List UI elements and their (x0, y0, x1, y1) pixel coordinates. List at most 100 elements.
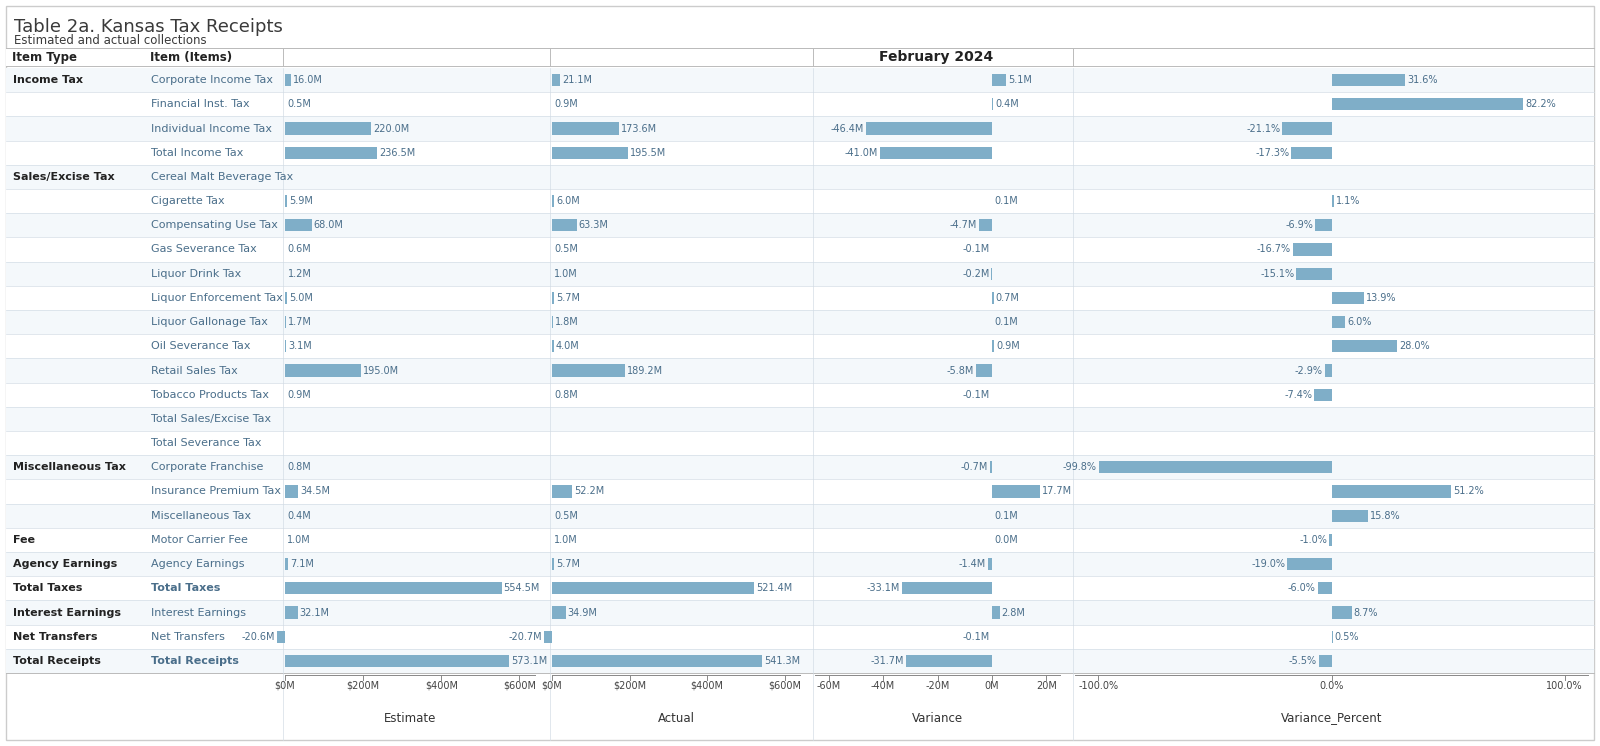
Bar (285, 365, 362, 377)
Bar (1291, 147, 1331, 159)
Text: 0.1M: 0.1M (994, 196, 1018, 206)
Bar (544, 630, 552, 643)
Text: Actual: Actual (658, 712, 694, 724)
Text: -99.8%: -99.8% (1062, 463, 1096, 472)
Text: Miscellaneous Tax: Miscellaneous Tax (13, 463, 126, 472)
Text: -40M: -40M (870, 681, 894, 691)
Bar (285, 606, 298, 618)
Bar (285, 558, 288, 570)
Bar (552, 365, 626, 377)
Text: -20.6M: -20.6M (242, 632, 275, 642)
Text: Retail Sales Tax: Retail Sales Tax (150, 366, 238, 375)
Text: 1.2M: 1.2M (288, 269, 312, 279)
Bar (1296, 268, 1331, 280)
Bar (6, 383, 1594, 407)
Bar (285, 486, 299, 498)
Text: 0.5M: 0.5M (554, 511, 578, 521)
Text: 0.0%: 0.0% (1320, 681, 1344, 691)
Bar (277, 630, 285, 643)
Text: -6.0%: -6.0% (1288, 583, 1315, 593)
Text: Income Tax: Income Tax (13, 75, 83, 85)
Bar (6, 576, 1594, 601)
Text: Total Sales/Excise Tax: Total Sales/Excise Tax (150, 414, 270, 424)
Bar (6, 649, 1594, 673)
Bar (6, 601, 1594, 624)
Text: 521.4M: 521.4M (757, 583, 792, 593)
Text: Financial Inst. Tax: Financial Inst. Tax (150, 99, 250, 110)
Bar (989, 558, 992, 570)
Bar (1314, 389, 1331, 401)
Bar (552, 558, 554, 570)
Bar (552, 606, 565, 618)
Text: Individual Income Tax: Individual Income Tax (150, 124, 272, 134)
Text: -5.5%: -5.5% (1288, 656, 1317, 666)
Text: 20M: 20M (1035, 681, 1058, 691)
Bar (906, 655, 992, 667)
Bar (1331, 292, 1363, 304)
Bar (992, 292, 994, 304)
Text: Cigarette Tax: Cigarette Tax (150, 196, 224, 206)
Bar (285, 292, 286, 304)
Bar (992, 486, 1040, 498)
Bar (285, 582, 502, 595)
Text: -5.8M: -5.8M (947, 366, 974, 375)
Text: -31.7M: -31.7M (870, 656, 904, 666)
Text: 5.7M: 5.7M (557, 293, 581, 303)
Text: Tobacco Products Tax: Tobacco Products Tax (150, 389, 269, 400)
Text: 34.9M: 34.9M (568, 607, 597, 618)
Text: 0.9M: 0.9M (554, 99, 578, 110)
Text: 0.4M: 0.4M (995, 99, 1019, 110)
Text: Interest Earnings: Interest Earnings (13, 607, 122, 618)
Bar (1286, 558, 1331, 570)
Bar (552, 292, 554, 304)
Bar (552, 486, 573, 498)
Text: 52.2M: 52.2M (574, 486, 605, 497)
Text: -1.4M: -1.4M (958, 559, 986, 569)
Bar (1331, 195, 1334, 207)
Text: 15.8%: 15.8% (1370, 511, 1402, 521)
Text: -0.7M: -0.7M (960, 463, 989, 472)
Text: 0.1M: 0.1M (994, 511, 1018, 521)
Text: 554.5M: 554.5M (504, 583, 539, 593)
Text: 32.1M: 32.1M (299, 607, 330, 618)
Text: 63.3M: 63.3M (579, 220, 608, 231)
Text: 28.0%: 28.0% (1398, 342, 1429, 351)
Text: 5.7M: 5.7M (557, 559, 581, 569)
Bar (285, 74, 291, 86)
Text: Motor Carrier Fee: Motor Carrier Fee (150, 535, 248, 545)
Text: 195.0M: 195.0M (363, 366, 400, 375)
Bar (1315, 219, 1331, 231)
Bar (552, 147, 627, 159)
Text: 21.1M: 21.1M (562, 75, 592, 85)
Text: -15.1%: -15.1% (1261, 269, 1294, 279)
Text: 0.0M: 0.0M (994, 535, 1018, 545)
Bar (992, 340, 994, 352)
Bar (552, 195, 554, 207)
Text: 6.0M: 6.0M (557, 196, 581, 206)
Text: Liquor Gallonage Tax: Liquor Gallonage Tax (150, 317, 267, 327)
Bar (285, 219, 312, 231)
Bar (992, 606, 1000, 618)
Text: $600M: $600M (768, 681, 802, 691)
Bar (6, 116, 1594, 140)
Bar (992, 74, 1006, 86)
Text: 5.0M: 5.0M (290, 293, 314, 303)
Bar (866, 122, 992, 134)
Text: $600M: $600M (502, 681, 536, 691)
Text: 2.8M: 2.8M (1002, 607, 1026, 618)
Bar (1325, 365, 1331, 377)
Text: 1.0M: 1.0M (554, 269, 578, 279)
Text: -21.1%: -21.1% (1246, 124, 1280, 134)
Bar (6, 93, 1594, 116)
Bar (6, 48, 1594, 66)
Text: -33.1M: -33.1M (867, 583, 899, 593)
Text: 82.2%: 82.2% (1525, 99, 1555, 110)
Text: 16.0M: 16.0M (293, 75, 323, 85)
Bar (990, 461, 992, 474)
Bar (1331, 486, 1451, 498)
Text: 0.9M: 0.9M (288, 389, 310, 400)
Text: 0.8M: 0.8M (554, 389, 578, 400)
Bar (6, 68, 1594, 93)
Bar (1331, 510, 1368, 521)
Bar (6, 213, 1594, 237)
